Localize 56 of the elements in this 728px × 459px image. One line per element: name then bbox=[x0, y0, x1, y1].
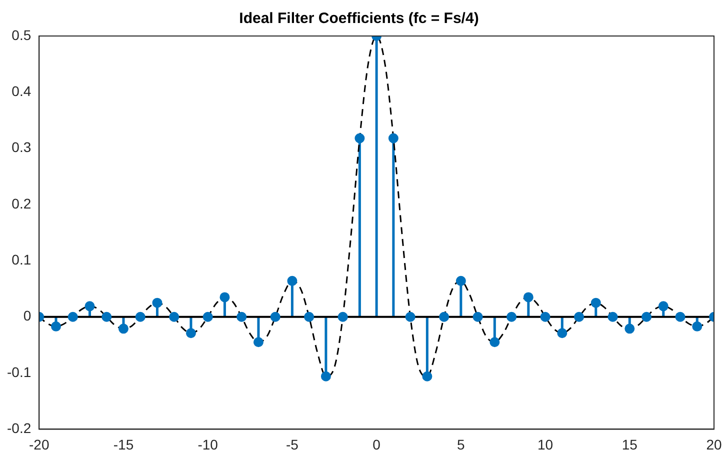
point bbox=[490, 337, 500, 348]
point bbox=[50, 321, 61, 332]
x-tick-label: -5 bbox=[286, 436, 299, 452]
y-tick-label: -0.2 bbox=[7, 420, 32, 436]
chart-title: Ideal Filter Coefficients (fc = Fs/4) bbox=[239, 10, 479, 28]
point bbox=[405, 312, 416, 322]
point bbox=[270, 312, 280, 322]
x-tick-label: 20 bbox=[706, 436, 722, 452]
x-tick-label: 5 bbox=[457, 436, 466, 452]
y-tick-label: 0.3 bbox=[12, 139, 32, 156]
x-tick-label: -20 bbox=[29, 436, 50, 452]
point bbox=[220, 292, 230, 302]
point bbox=[84, 301, 95, 312]
point bbox=[253, 337, 264, 348]
point bbox=[456, 276, 466, 286]
point bbox=[68, 312, 78, 322]
point bbox=[692, 321, 702, 332]
x-tick-label: -15 bbox=[113, 436, 134, 452]
point bbox=[608, 312, 618, 322]
point bbox=[320, 371, 331, 382]
point bbox=[506, 312, 517, 322]
point bbox=[338, 312, 348, 322]
x-tick-label: 0 bbox=[372, 436, 381, 452]
point bbox=[472, 312, 483, 322]
point bbox=[439, 312, 450, 322]
point bbox=[658, 301, 668, 312]
x-tick-label: -10 bbox=[198, 436, 218, 452]
point bbox=[236, 312, 247, 322]
point bbox=[523, 292, 534, 302]
x-tick-label: 15 bbox=[622, 436, 638, 452]
point bbox=[574, 312, 584, 322]
point bbox=[557, 328, 568, 338]
y-tick-label: 0.5 bbox=[12, 26, 32, 43]
point bbox=[590, 298, 601, 308]
point bbox=[186, 328, 196, 338]
point bbox=[102, 312, 112, 322]
point bbox=[202, 312, 213, 322]
point bbox=[304, 312, 314, 322]
point bbox=[642, 312, 652, 322]
point bbox=[287, 276, 298, 286]
point bbox=[118, 324, 128, 334]
point bbox=[675, 312, 686, 322]
y-tick-label: 0.4 bbox=[12, 83, 32, 100]
point bbox=[388, 133, 398, 144]
point bbox=[624, 324, 635, 334]
point bbox=[422, 371, 432, 382]
y-tick-label: 0.1 bbox=[12, 252, 32, 268]
point bbox=[354, 133, 365, 144]
point bbox=[135, 312, 146, 322]
y-tick-label: -0.1 bbox=[7, 364, 32, 380]
point bbox=[152, 298, 162, 308]
x-tick-label: 10 bbox=[537, 436, 554, 452]
point bbox=[540, 312, 550, 322]
y-tick-label: 0.2 bbox=[12, 195, 32, 212]
point bbox=[169, 312, 180, 322]
y-tick-label: 0 bbox=[23, 308, 32, 324]
